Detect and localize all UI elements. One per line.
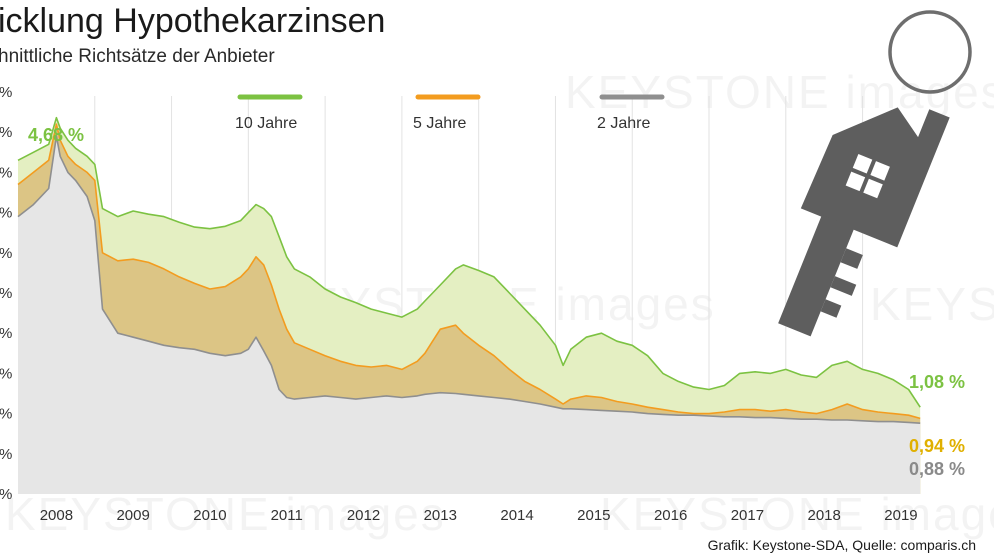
chart-subtitle: hnittliche Richtsätze der Anbieter	[0, 46, 275, 67]
area-2-jahre	[18, 136, 921, 494]
x-tick-label: 2013	[424, 507, 457, 524]
legend-label: 5 Jahre	[413, 115, 466, 132]
chart-title: icklung Hypothekarzinsen	[0, 2, 386, 40]
x-tick-label: 2012	[347, 507, 380, 524]
x-tick-label: 2015	[577, 507, 610, 524]
y-tick-label: %	[0, 446, 12, 463]
source-credit: Grafik: Keystone-SDA, Quelle: comparis.c…	[707, 537, 976, 553]
value-annotation: 1,08 %	[909, 372, 965, 392]
y-tick-label: %	[0, 205, 12, 222]
legend: 10 Jahre 5 Jahre 2 Jahre	[235, 94, 665, 132]
y-tick-label: %	[0, 245, 12, 262]
house-key-icon	[778, 10, 972, 337]
y-tick-label: %	[0, 124, 12, 141]
y-tick-label: %	[0, 164, 12, 181]
y-tick-label: %	[0, 406, 12, 423]
x-tick-label: 2011	[271, 507, 303, 524]
x-tick-label: 2014	[500, 507, 533, 524]
x-axis-ticks: 2008 2009 2010 2011 2012 2013 2014 2015 2016 2017…	[40, 507, 918, 524]
value-annotation: 0,88 %	[909, 459, 965, 479]
line-5-jahre	[17, 123, 921, 420]
x-tick-label: 2009	[116, 507, 149, 524]
x-tick-label: 2010	[193, 507, 226, 524]
legend-label: 10 Jahre	[235, 115, 297, 132]
line-10-jahre	[17, 116, 921, 408]
annotations: 4,68 % 1,08 % 0,94 % 0,88 %	[28, 125, 965, 479]
y-tick-label: %	[0, 285, 12, 302]
value-annotation: 4,68 %	[28, 125, 84, 145]
y-tick-label: %	[0, 84, 12, 101]
watermark-text: KEYSTONE images	[5, 488, 446, 540]
y-tick-label: %	[0, 365, 12, 382]
x-tick-label: 2008	[40, 507, 73, 524]
y-tick-label: %	[0, 486, 12, 503]
series-areas	[18, 117, 921, 494]
y-axis-ticks: %%%%%%%%%%%	[0, 84, 12, 503]
x-tick-label: 2018	[807, 507, 840, 524]
series-lines	[17, 116, 921, 424]
line-2-jahre	[17, 135, 921, 424]
x-tick-label: 2017	[731, 507, 764, 524]
value-annotation: 0,94 %	[909, 436, 965, 456]
watermark-text: KEYSTONE images	[870, 278, 994, 330]
x-tick-label: 2016	[654, 507, 687, 524]
x-tick-label: 2019	[884, 507, 917, 524]
watermark-text: KEYSTONE images	[600, 488, 994, 540]
y-tick-label: %	[0, 325, 12, 342]
legend-label: 2 Jahre	[597, 115, 650, 132]
